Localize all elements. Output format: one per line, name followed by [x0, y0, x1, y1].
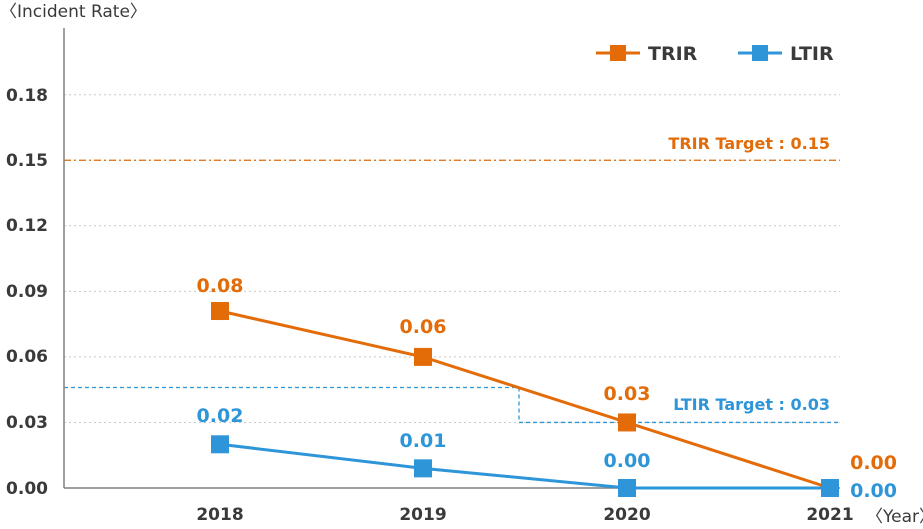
ltir-target-line	[64, 386, 840, 424]
y-tick-label: 0.15	[6, 151, 48, 171]
x-tick-label: 2020	[603, 505, 650, 524]
ltir-data-label: 0.00	[604, 450, 651, 472]
y-axis-title: 〈Incident Rate〉	[0, 2, 147, 22]
trir-data-label: 0.08	[197, 275, 244, 297]
y-tick-label: 0.00	[6, 479, 48, 499]
legend-item-trir: TRIR	[596, 43, 698, 65]
legend-trir-label: TRIR	[648, 43, 698, 65]
trir-series-line	[219, 309, 831, 490]
ltir-data-label: 0.00	[850, 480, 897, 502]
legend-ltir-label: LTIR	[790, 43, 834, 65]
y-tick-label: 0.06	[6, 347, 48, 367]
trir-data-point	[414, 347, 432, 366]
x-tick-label: 2018	[196, 505, 243, 524]
legend-item-ltir: LTIR	[738, 43, 834, 65]
legend-ltir-swatch-marker	[752, 45, 768, 61]
legend: TRIR LTIR	[596, 43, 834, 65]
ltir-target-label: LTIR Target : 0.03	[673, 395, 830, 414]
ltir-data-label: 0.02	[197, 405, 244, 427]
x-tick-label: 2019	[399, 505, 446, 524]
trir-data-label: 0.06	[400, 316, 447, 338]
series-layer	[211, 302, 839, 497]
ltir-data-point	[821, 479, 839, 497]
ltir-series-line	[219, 442, 830, 490]
ltir-data-point	[211, 435, 229, 454]
target-lines	[64, 159, 840, 424]
trir-data-label: 0.03	[604, 383, 651, 405]
trir-target-label: TRIR Target : 0.15	[668, 134, 830, 153]
x-tick-label: 2021	[806, 505, 853, 524]
y-tick-label: 0.12	[6, 216, 48, 236]
axes	[63, 28, 840, 489]
x-axis-title: 〈Year〉	[866, 507, 923, 524]
ltir-data-point	[414, 459, 432, 478]
trir-data-point	[618, 413, 636, 432]
ltir-data-label: 0.01	[400, 430, 447, 452]
y-tick-label: 0.03	[6, 413, 48, 433]
trir-data-label: 0.00	[850, 452, 897, 474]
legend-trir-swatch-marker	[610, 45, 626, 61]
y-tick-label: 0.18	[6, 86, 48, 106]
trir-data-point	[211, 302, 229, 321]
ltir-data-point	[618, 479, 636, 497]
y-tick-label: 0.09	[6, 282, 48, 302]
